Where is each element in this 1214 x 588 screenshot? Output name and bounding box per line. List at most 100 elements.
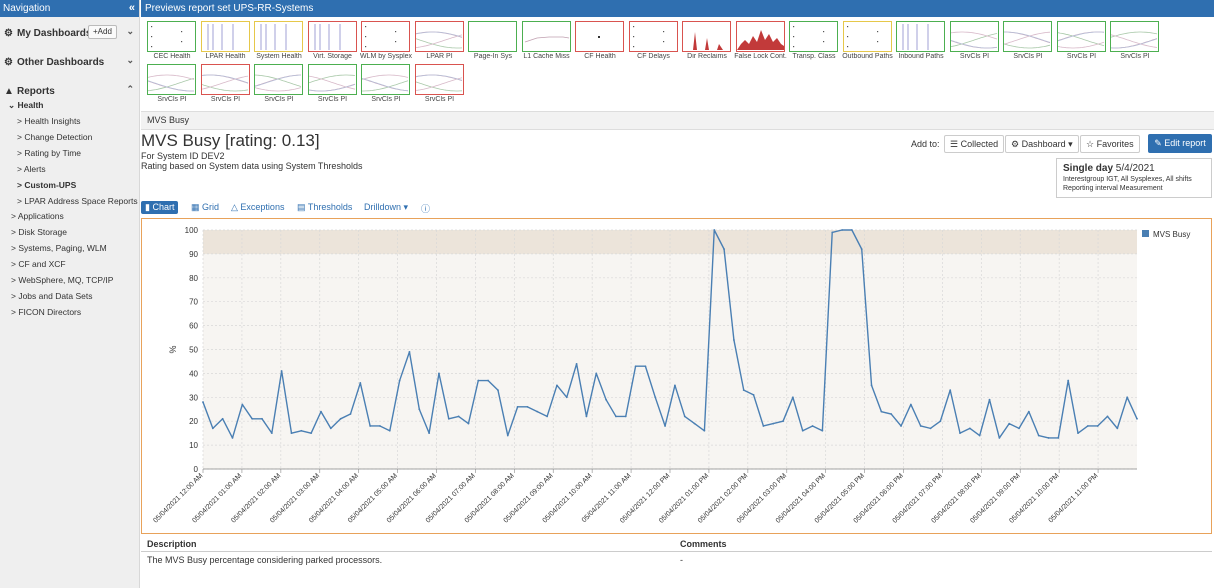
data-point: [978, 434, 981, 437]
data-point: [605, 398, 607, 401]
preview-thumbnail[interactable]: Outbound Paths: [842, 21, 893, 60]
data-point: [477, 379, 480, 382]
preview-thumbnail[interactable]: Virt. Storage: [307, 21, 358, 60]
sidebar-item[interactable]: > CF and XCF: [11, 257, 66, 271]
thumbnail-image: [307, 64, 357, 95]
preview-thumbnail[interactable]: SrvCls PI: [254, 64, 304, 103]
data-point: [624, 415, 627, 418]
sidebar-item[interactable]: > FICON Directors: [11, 305, 81, 319]
area-chart-icon: ▲: [4, 86, 14, 97]
collected-button[interactable]: ☰ Collected: [944, 135, 1005, 153]
preview-thumbnail[interactable]: LPAR PI: [414, 21, 465, 60]
tab-chart-label: Chart: [152, 202, 175, 212]
sidebar-item[interactable]: > LPAR Address Space Reports: [17, 194, 138, 208]
sidebar-item[interactable]: > Change Detection: [17, 130, 92, 144]
preview-thumbnail[interactable]: SrvCls PI: [361, 64, 411, 103]
thumbnail-caption: SrvCls PI: [157, 96, 187, 103]
data-point: [408, 350, 411, 353]
add-dashboard-button[interactable]: +Add: [88, 25, 117, 39]
preview-thumbnail[interactable]: SrvCls PI: [949, 21, 1000, 60]
other-dashboards-label: Other Dashboards: [17, 57, 105, 68]
data-point: [870, 384, 873, 387]
warning-icon: △: [231, 202, 241, 212]
tab-chart[interactable]: ▮ Chart: [141, 201, 179, 214]
sidebar-item[interactable]: > Jobs and Data Sets: [11, 289, 93, 303]
preview-thumbnail[interactable]: SrvCls PI: [1003, 21, 1053, 60]
preview-thumbnail[interactable]: CF Delays: [628, 21, 679, 60]
chevron-right-icon: >: [17, 132, 25, 142]
legend-label[interactable]: MVS Busy: [1153, 230, 1190, 239]
y-tick-label: 80: [189, 274, 198, 283]
edit-report-button[interactable]: ✎ Edit report: [1148, 134, 1212, 153]
collapse-sidebar-icon[interactable]: «: [128, 2, 135, 14]
data-point: [841, 229, 843, 231]
preview-thumbnail[interactable]: CF Health: [575, 21, 625, 60]
preview-thumbnail[interactable]: SrvCls PI: [147, 64, 197, 103]
preview-thumbnail[interactable]: SrvCls PI: [414, 64, 465, 103]
preview-thumbnail[interactable]: Page-In Sys: [468, 21, 518, 60]
info-icon[interactable]: ⓘ: [421, 204, 431, 214]
tab-exceptions[interactable]: △ Exceptions: [231, 202, 284, 215]
preview-title: Previews report set UPS-RR-Systems: [145, 3, 314, 14]
data-point: [654, 396, 657, 399]
preview-header: Previews report set UPS-RR-Systems: [141, 0, 1214, 17]
thumbnail-caption: Transp. Class: [792, 53, 836, 60]
sidebar-item[interactable]: > Disk Storage: [11, 225, 67, 239]
data-point: [723, 248, 725, 251]
data-point: [369, 425, 372, 427]
sidebar-item[interactable]: > WebSphere, MQ, TCP/IP: [11, 273, 113, 287]
chevron-down-icon[interactable]: ⌄: [126, 55, 134, 65]
thumbnail-caption: Virt. Storage: [313, 53, 352, 60]
preview-thumbnail[interactable]: False Lock Cont.: [734, 21, 787, 60]
sidebar-item-health[interactable]: ⌄ Health: [8, 98, 43, 112]
sidebar-item-label: Jobs and Data Sets: [18, 291, 93, 301]
thumbnail-image: [521, 21, 571, 52]
data-point: [329, 427, 332, 430]
sidebar-item[interactable]: > Systems, Paging, WLM: [11, 241, 107, 255]
preview-thumbnail[interactable]: SrvCls PI: [200, 64, 251, 103]
description-text: The MVS Busy percentage considering park…: [147, 555, 383, 565]
data-point: [388, 429, 391, 432]
dashboard-dropdown-button[interactable]: ⚙ Dashboard ▾: [1005, 135, 1079, 153]
sidebar-item[interactable]: > Applications: [11, 209, 64, 223]
my-dashboards-section[interactable]: ⚙ My Dashboards +Add ⌄: [0, 25, 140, 45]
chevron-right-icon: >: [11, 211, 18, 221]
reports-section[interactable]: ▲ Reports ⌃: [0, 83, 140, 103]
sidebar-item[interactable]: > Custom-UPS: [17, 178, 76, 192]
preview-thumbnail[interactable]: SrvCls PI: [307, 64, 358, 103]
preview-thumbnail[interactable]: CEC Health: [147, 21, 197, 60]
data-point: [270, 432, 273, 435]
y-tick-label: 60: [189, 322, 198, 331]
sidebar-item[interactable]: > Rating by Time: [17, 146, 81, 160]
preview-thumbnail[interactable]: Inbound Paths: [896, 21, 946, 60]
data-point: [497, 389, 499, 392]
chevron-down-icon[interactable]: ⌄: [126, 26, 134, 36]
chevron-right-icon: >: [17, 164, 24, 174]
favorites-button[interactable]: ☆ Favorites: [1080, 135, 1140, 153]
sidebar-item[interactable]: > Alerts: [17, 162, 46, 176]
tab-drilldown[interactable]: Drilldown ▾: [364, 202, 408, 215]
data-point: [487, 379, 490, 382]
preview-thumbnail[interactable]: System Health: [254, 21, 304, 60]
tab-thresholds[interactable]: ▤ Thresholds: [297, 202, 352, 215]
data-point: [693, 422, 696, 425]
data-point: [221, 417, 224, 420]
data-point: [1018, 427, 1020, 430]
preview-thumbnail[interactable]: SrvCls PI: [1056, 21, 1107, 60]
preview-thumbnail[interactable]: L1 Cache Miss: [521, 21, 572, 60]
data-point: [526, 405, 529, 408]
other-dashboards-section[interactable]: ⚙ Other Dashboards ⌄: [0, 54, 140, 74]
sidebar-item[interactable]: > Health Insights: [17, 114, 81, 128]
thumbnail-caption: CF Health: [584, 53, 616, 60]
preview-thumbnail[interactable]: Transp. Class: [789, 21, 839, 60]
preview-thumbnail[interactable]: LPAR Health: [200, 21, 251, 60]
preview-thumbnail[interactable]: WLM by Sysplex: [360, 21, 412, 60]
data-point: [280, 370, 283, 372]
preview-thumbnail[interactable]: SrvCls PI: [1110, 21, 1160, 60]
chevron-up-icon[interactable]: ⌃: [126, 84, 134, 94]
preview-thumbnail[interactable]: Dir Reclaims: [682, 21, 732, 60]
thumbnail-image: [414, 21, 464, 52]
tab-grid[interactable]: ▦ Grid: [191, 202, 219, 215]
data-point: [801, 429, 804, 432]
thumbnail-caption: L1 Cache Miss: [523, 53, 570, 60]
